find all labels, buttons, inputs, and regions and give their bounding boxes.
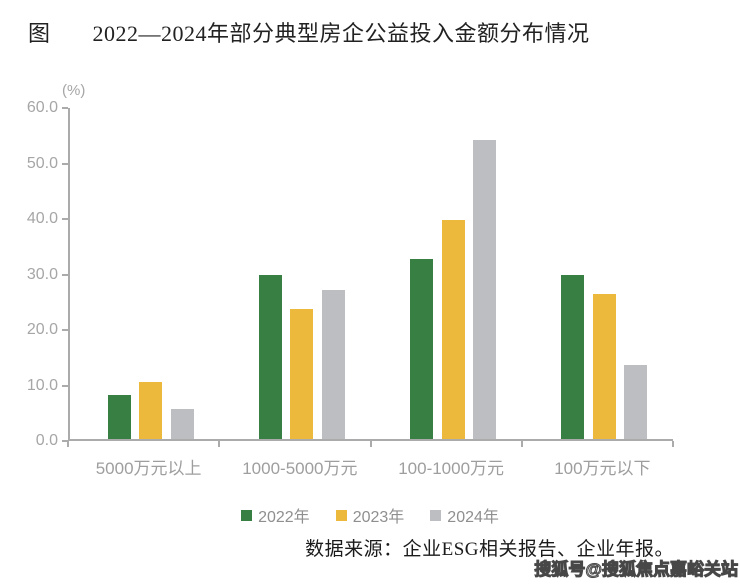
- bar: [170, 409, 194, 439]
- bar: [441, 220, 465, 439]
- legend: 2022年 2023年 2024年: [0, 503, 740, 527]
- x-axis-category-label: 1000-5000万元: [242, 459, 358, 478]
- y-tick-label: 60.0: [26, 99, 58, 116]
- y-tick-label: 50.0: [26, 154, 58, 172]
- legend-label: 2024年: [447, 509, 499, 526]
- x-tick-mark: [218, 441, 221, 447]
- y-tick-mark: [62, 329, 68, 331]
- x-tick-mark: [369, 441, 372, 447]
- bar: [258, 275, 282, 439]
- y-tick-label: 30.0: [26, 265, 58, 283]
- y-tick-mark: [62, 273, 68, 276]
- y-tick-mark: [62, 440, 68, 442]
- y-axis-unit-label: (%): [62, 82, 86, 99]
- x-axis-category-label: 5000万元以上: [95, 459, 202, 478]
- x-tick-mark: [672, 441, 674, 447]
- plot-area: [68, 108, 673, 441]
- data-source-note: 数据来源：企业ESG相关报告、企业年报。: [305, 539, 674, 560]
- bar: [290, 308, 314, 439]
- bar: [321, 290, 345, 439]
- x-axis-category-label: 100-1000万元: [398, 459, 505, 478]
- legend-item: 2023年: [335, 503, 405, 527]
- figure-title: 2022—2024年部分典型房企公益投入金额分布情况: [92, 21, 590, 46]
- y-tick-mark: [62, 384, 68, 387]
- bar: [624, 364, 648, 439]
- bar: [592, 293, 616, 439]
- legend-swatch: [430, 509, 442, 521]
- figure-title-row: 图 2022—2024年部分典型房企公益投入金额分布情况: [28, 16, 718, 48]
- figure-label: 图: [28, 21, 51, 46]
- y-tick-mark: [62, 107, 68, 109]
- x-tick-mark: [520, 441, 523, 447]
- y-tick-label: 0.0: [35, 432, 58, 449]
- y-tick-label: 40.0: [26, 210, 58, 227]
- bar: [410, 259, 434, 439]
- bar: [473, 139, 497, 439]
- legend-label: 2022年: [258, 509, 310, 526]
- legend-label: 2023年: [352, 509, 405, 526]
- bar: [561, 275, 585, 439]
- x-tick-mark: [67, 441, 69, 447]
- legend-swatch: [335, 509, 347, 521]
- legend-swatch: [241, 509, 253, 521]
- legend-item: 2024年: [430, 503, 499, 527]
- watermark: 搜狐号@搜狐焦点嘉峪关站: [534, 560, 739, 580]
- y-tick-mark: [62, 162, 68, 165]
- x-axis-category-label: 100万元以下: [554, 459, 651, 478]
- bar: [139, 381, 163, 439]
- bar: [107, 395, 131, 439]
- legend-item: 2022年: [241, 503, 310, 527]
- y-tick-label: 20.0: [26, 321, 58, 338]
- y-tick-mark: [62, 218, 68, 220]
- y-tick-label: 10.0: [26, 376, 58, 394]
